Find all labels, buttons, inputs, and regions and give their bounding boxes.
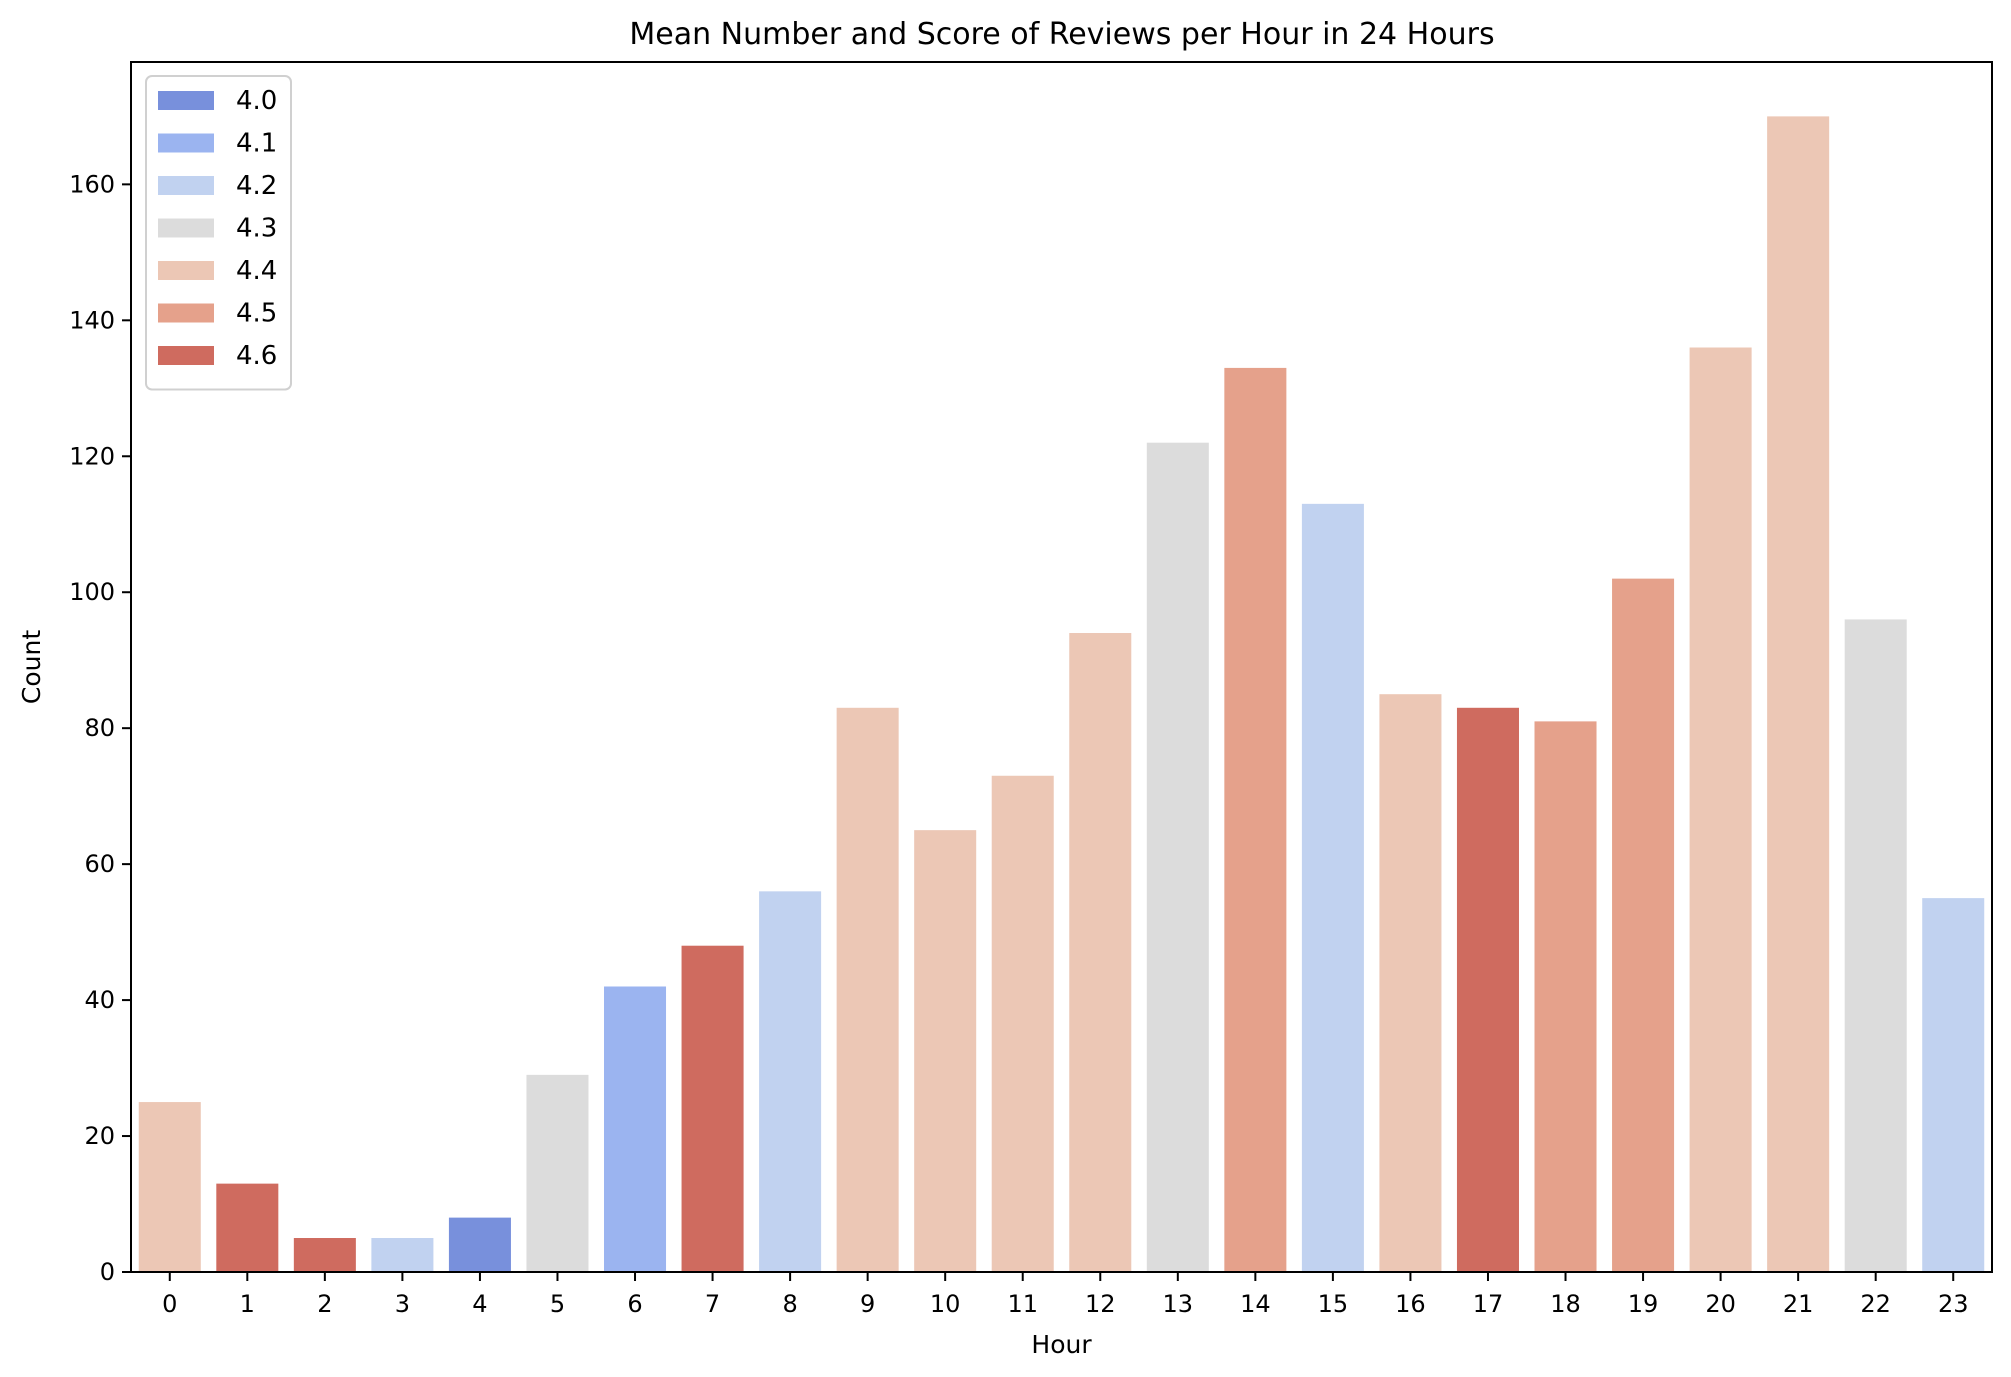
bar-hour-12 [1069, 633, 1132, 1272]
bar-hour-7 [681, 945, 744, 1272]
x-tick-label: 15 [1318, 1290, 1349, 1318]
bar-hour-0 [138, 1102, 201, 1272]
chart-title: Mean Number and Score of Reviews per Hou… [629, 17, 1494, 52]
x-tick-label: 12 [1085, 1290, 1116, 1318]
x-tick-label: 3 [395, 1290, 410, 1318]
bar-hour-15 [1301, 503, 1364, 1273]
y-tick-label: 0 [100, 1258, 115, 1286]
legend-swatch [158, 91, 214, 110]
legend-swatch [158, 346, 214, 365]
legend-swatch [158, 133, 214, 153]
x-tick-label: 19 [1628, 1290, 1659, 1318]
x-tick-label: 18 [1550, 1290, 1581, 1318]
x-tick-label: 17 [1473, 1290, 1504, 1318]
bar-hour-21 [1767, 116, 1830, 1272]
legend-label: 4.3 [236, 214, 277, 244]
bar-hour-11 [991, 775, 1054, 1272]
x-tick-label: 14 [1240, 1290, 1271, 1318]
bar-hour-16 [1379, 694, 1442, 1272]
y-tick-label: 100 [69, 578, 115, 606]
x-tick-label: 2 [317, 1290, 332, 1318]
x-tick-label: 13 [1163, 1290, 1194, 1318]
bar-hour-20 [1689, 347, 1752, 1272]
y-tick-label: 40 [84, 986, 115, 1014]
y-axis: 0 20 40 60 80 100 120 140 160 [69, 170, 131, 1286]
bar-hour-2 [293, 1238, 356, 1272]
legend-label: 4.1 [236, 129, 277, 159]
x-tick-label: 21 [1783, 1290, 1814, 1318]
x-tick-label: 20 [1705, 1290, 1736, 1318]
legend-swatch [158, 218, 214, 238]
bars-layer [138, 116, 1985, 1273]
bar-hour-10 [914, 830, 977, 1272]
x-tick-label: 7 [705, 1290, 720, 1318]
bar-hour-4 [448, 1217, 511, 1272]
legend-label: 4.5 [236, 299, 277, 329]
y-tick-label: 80 [84, 714, 115, 742]
bar-hour-8 [759, 891, 822, 1272]
bar-hour-5 [526, 1074, 589, 1272]
y-tick-label: 160 [69, 170, 115, 198]
legend-swatch [158, 176, 214, 195]
x-tick-label: 10 [930, 1290, 961, 1318]
bar-hour-19 [1612, 578, 1675, 1272]
bar-hour-9 [836, 707, 899, 1272]
y-tick-label: 20 [84, 1122, 115, 1150]
bar-hour-23 [1922, 898, 1985, 1272]
bar-hour-3 [371, 1238, 434, 1272]
x-tick-label: 16 [1395, 1290, 1426, 1318]
x-tick-label: 4 [472, 1290, 487, 1318]
bar-hour-6 [604, 986, 667, 1272]
x-tick-label: 23 [1938, 1290, 1969, 1318]
bar-hour-18 [1534, 721, 1597, 1272]
bar-hour-14 [1224, 367, 1287, 1272]
y-axis-label: Count [17, 630, 46, 704]
x-tick-label: 6 [627, 1290, 642, 1318]
x-tick-label: 0 [162, 1290, 177, 1318]
x-tick-label: 1 [240, 1290, 255, 1318]
x-tick-label: 5 [550, 1290, 565, 1318]
legend: 4.0 4.1 4.2 4.3 4.4 4.5 4.6 [145, 75, 292, 391]
bar-hour-17 [1456, 707, 1519, 1272]
y-tick-label: 60 [84, 850, 115, 878]
plot-frame [130, 61, 1993, 1273]
legend-label: 4.4 [236, 256, 277, 286]
x-tick-label: 22 [1860, 1290, 1891, 1318]
y-tick-label: 140 [69, 306, 115, 334]
legend-swatch [158, 303, 214, 323]
bar-hour-13 [1146, 442, 1209, 1272]
legend-swatch [158, 261, 214, 280]
bar-hour-22 [1844, 619, 1907, 1272]
x-tick-label: 11 [1007, 1290, 1038, 1318]
x-tick-label: 9 [860, 1290, 875, 1318]
x-axis-label: Hour [1031, 1330, 1092, 1359]
bar-hour-1 [216, 1183, 279, 1272]
x-tick-label: 8 [782, 1290, 797, 1318]
legend-label: 4.6 [236, 341, 277, 371]
y-tick-label: 120 [69, 442, 115, 470]
x-axis: 0 1 2 3 4 5 6 7 8 9 10 11 12 13 14 15 16 17 18 19 20 21 22 23 [162, 1272, 1969, 1318]
legend-label: 4.0 [236, 86, 277, 116]
legend-label: 4.2 [236, 171, 277, 201]
